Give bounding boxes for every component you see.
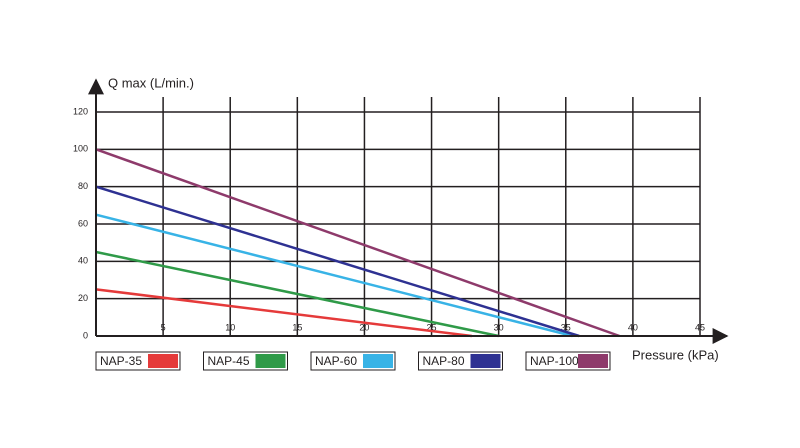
legend-swatch xyxy=(148,354,178,368)
legend-swatch xyxy=(255,354,286,368)
y-axis-label: Q max (L/min.) xyxy=(108,75,194,90)
legend-label: NAP-60 xyxy=(315,354,357,368)
y-tick-label: 100 xyxy=(73,144,88,154)
legend-swatch xyxy=(578,354,608,368)
legend-label: NAP-45 xyxy=(208,354,250,368)
x-tick-label: 35 xyxy=(561,322,571,332)
legend-item: NAP-80 xyxy=(418,351,503,371)
series-line xyxy=(95,213,573,338)
legend-item: NAP-100 xyxy=(525,351,611,371)
legend-swatch xyxy=(470,354,501,368)
y-tick-label: 80 xyxy=(78,181,88,191)
x-tick-label: 10 xyxy=(225,322,235,332)
y-tick-label: 0 xyxy=(83,330,88,340)
legend-label: NAP-80 xyxy=(423,354,465,368)
y-tick-label: 40 xyxy=(78,256,88,266)
grid: 0 20 40 60 80 100 120 5 10 15 20 25 30 35 40 45 xyxy=(73,97,705,340)
y-tick-label: 20 xyxy=(78,293,88,303)
y-tick-label: 120 xyxy=(73,106,88,116)
x-tick-label: 15 xyxy=(292,322,302,332)
legend-item: NAP-35 xyxy=(95,351,181,371)
x-axis-label: Pressure (kPa) xyxy=(632,347,719,362)
x-tick-label: 45 xyxy=(695,322,705,332)
y-tick-label: 60 xyxy=(78,218,88,228)
series-line xyxy=(95,148,620,338)
legend-item: NAP-45 xyxy=(203,351,288,371)
series-line xyxy=(95,288,472,338)
legend-label: NAP-100 xyxy=(530,354,579,368)
x-tick-label: 25 xyxy=(427,322,437,332)
x-tick-label: 30 xyxy=(494,322,504,332)
x-tick-label: 20 xyxy=(359,322,369,332)
plot xyxy=(95,148,620,338)
legend: NAP-35 NAP-45 NAP-60 NAP-80 NAP-100 xyxy=(95,351,611,371)
legend-label: NAP-35 xyxy=(100,354,142,368)
legend-swatch xyxy=(363,354,393,368)
x-tick-label: 5 xyxy=(161,322,166,332)
series-line xyxy=(95,250,499,338)
legend-item: NAP-60 xyxy=(310,351,396,371)
series-line xyxy=(95,185,580,338)
x-tick-label: 40 xyxy=(628,322,638,332)
